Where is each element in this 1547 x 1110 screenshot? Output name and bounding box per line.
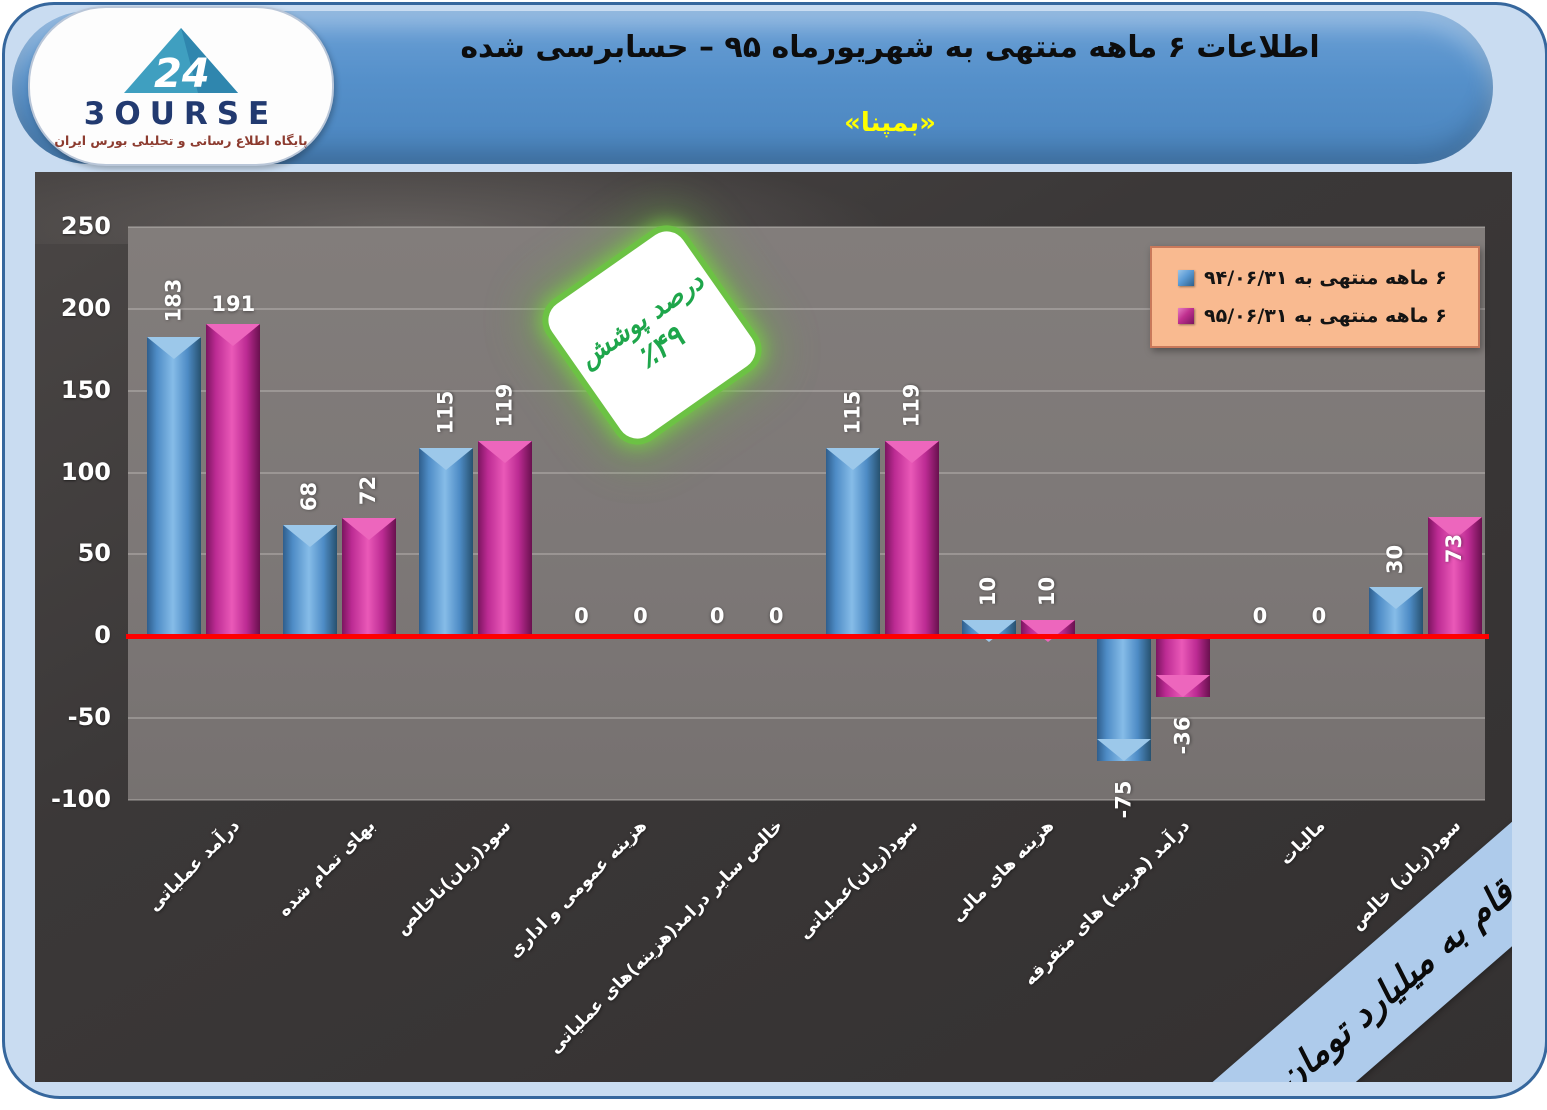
bar-cap <box>418 448 473 470</box>
y-tick--100: -100 <box>50 785 111 813</box>
bar-115 <box>825 448 880 637</box>
data-label-68: 68 <box>297 473 323 521</box>
y-tick--50: -50 <box>67 703 111 732</box>
y-tick-200: 200 <box>60 293 111 322</box>
bar-cap <box>1156 675 1211 698</box>
logo-tagline: پایگاه اطلاع رسانی و تحلیلی بورس ایران <box>54 132 308 148</box>
data-label-183: 183 <box>161 269 187 333</box>
units-ribbon: ارقام به میلیارد تومان <box>1162 757 1512 1082</box>
gridline-100 <box>128 471 1485 474</box>
bar-30 <box>1368 587 1423 637</box>
data-label-text: 10 <box>1035 577 1060 607</box>
category-label: درآمد عملیاتی <box>144 816 245 916</box>
y-tick-150: 150 <box>60 375 111 404</box>
data-label--36: -36 <box>1170 703 1196 767</box>
chart-title: اطلاعات ۶ ماهه منتهی به شهریورماه ۹۵ – ح… <box>460 30 1320 65</box>
bar-cap <box>477 441 532 464</box>
data-label-text: 119 <box>492 383 517 428</box>
data-label-10: 10 <box>976 568 1002 616</box>
zero-axis-line <box>126 633 1489 639</box>
bar--75 <box>1097 638 1152 762</box>
logo-24-text: 24 <box>154 51 210 97</box>
bar-119 <box>477 441 532 637</box>
data-label-0: 0 <box>768 604 784 629</box>
y-tick-0: 0 <box>94 621 111 650</box>
data-label-0: 0 <box>574 604 589 629</box>
ticker-symbol: «بمپنا» <box>844 108 936 138</box>
bar-cap <box>1097 739 1152 762</box>
data-label-text: 68 <box>297 482 322 512</box>
category-label: خالص سایر درامد(هزینه)های عملیاتی <box>544 816 787 1058</box>
data-label-text: 115 <box>840 390 865 434</box>
bar-cap <box>1368 587 1423 610</box>
data-label-0: 0 <box>1311 604 1327 629</box>
category-label: سود(زیان)عملیاتی <box>795 816 923 944</box>
data-label-72: 72 <box>356 466 382 514</box>
bar--36 <box>1156 638 1211 698</box>
legend-label: ۶ ماهه منتهی به ۹۴/۰۶/۳۱ <box>1204 266 1447 289</box>
legend: ۶ ماهه منتهی به ۹۴/۰۶/۳۱ ۶ ماهه منتهی به … <box>1150 246 1480 348</box>
bar-cap <box>342 518 397 541</box>
bar-73 <box>1427 516 1482 637</box>
legend-marker-icon <box>1178 269 1194 286</box>
data-label-text: 30 <box>1383 544 1408 574</box>
y-tick-50: 50 <box>77 539 111 568</box>
data-label-0: 0 <box>709 604 725 629</box>
gridline-200 <box>128 307 1485 310</box>
data-label-119: 119 <box>899 373 925 437</box>
gridline--100 <box>128 799 1485 801</box>
legend-item: ۶ ماهه منتهی به ۹۴/۰۶/۳۱ <box>1152 267 1478 289</box>
data-label-text: 10 <box>976 577 1001 607</box>
bar-119 <box>884 441 939 637</box>
data-label-text: 115 <box>433 390 458 434</box>
logo-triangle-icon: 24 <box>124 27 238 97</box>
gridline-150 <box>128 389 1485 392</box>
data-label-73: 73 <box>1442 525 1468 573</box>
data-label-0: 0 <box>633 604 648 629</box>
bar-183 <box>147 336 202 637</box>
gridline-250 <box>128 226 1485 228</box>
data-label-30: 30 <box>1383 535 1409 583</box>
bar-cap <box>884 441 939 464</box>
gridline--50 <box>128 717 1485 720</box>
legend-label: ۶ ماهه منتهی به ۹۵/۰۶/۳۱ <box>1204 305 1447 328</box>
bar-cap <box>206 323 261 346</box>
category-label: سود(زیان)ناخالص <box>392 816 516 940</box>
bourse24-logo: 24 3OURSE پایگاه اطلاع رسانی و تحلیلی بو… <box>28 6 334 166</box>
y-tick-100: 100 <box>60 457 111 486</box>
category-label: مالیات <box>1276 816 1330 870</box>
data-label--75: -75 <box>1111 767 1137 831</box>
data-label-115: 115 <box>840 380 866 444</box>
bar-cap <box>147 336 202 359</box>
bar-68 <box>283 524 338 637</box>
chart-area: 183 191 68 72 115 119 0 0 0 0 115 119 10 10 -75 -36 0 0 30… <box>35 172 1512 1082</box>
logo-wordmark: 3OURSE <box>83 95 279 132</box>
data-label-text: -36 <box>1170 716 1195 755</box>
bar-cap <box>283 524 338 547</box>
category-label: بهای تمام شده <box>274 816 380 921</box>
data-label-text: 183 <box>161 278 186 323</box>
bar-191 <box>206 323 261 637</box>
data-label-text: -75 <box>1111 780 1136 819</box>
bar-72 <box>342 518 397 637</box>
bar-cap <box>1427 516 1482 539</box>
data-label-text: 119 <box>899 383 924 428</box>
data-label-119: 119 <box>492 373 518 437</box>
data-label-191: 191 <box>211 291 256 316</box>
legend-item: ۶ ماهه منتهی به ۹۵/۰۶/۳۱ <box>1152 305 1478 327</box>
data-label-text: 72 <box>356 475 381 506</box>
data-label-10: 10 <box>1035 568 1061 616</box>
data-label-115: 115 <box>433 380 459 444</box>
data-label-0: 0 <box>1252 604 1268 629</box>
bar-cap <box>825 448 880 470</box>
category-label: هزینه عمومی و اداری <box>504 816 652 963</box>
bar-115 <box>418 448 473 637</box>
y-tick-250: 250 <box>60 212 111 240</box>
legend-marker-icon <box>1178 308 1194 325</box>
data-label-text: 73 <box>1442 534 1467 564</box>
gridline-50 <box>128 553 1485 556</box>
category-label: هزینه های مالی <box>947 816 1059 927</box>
